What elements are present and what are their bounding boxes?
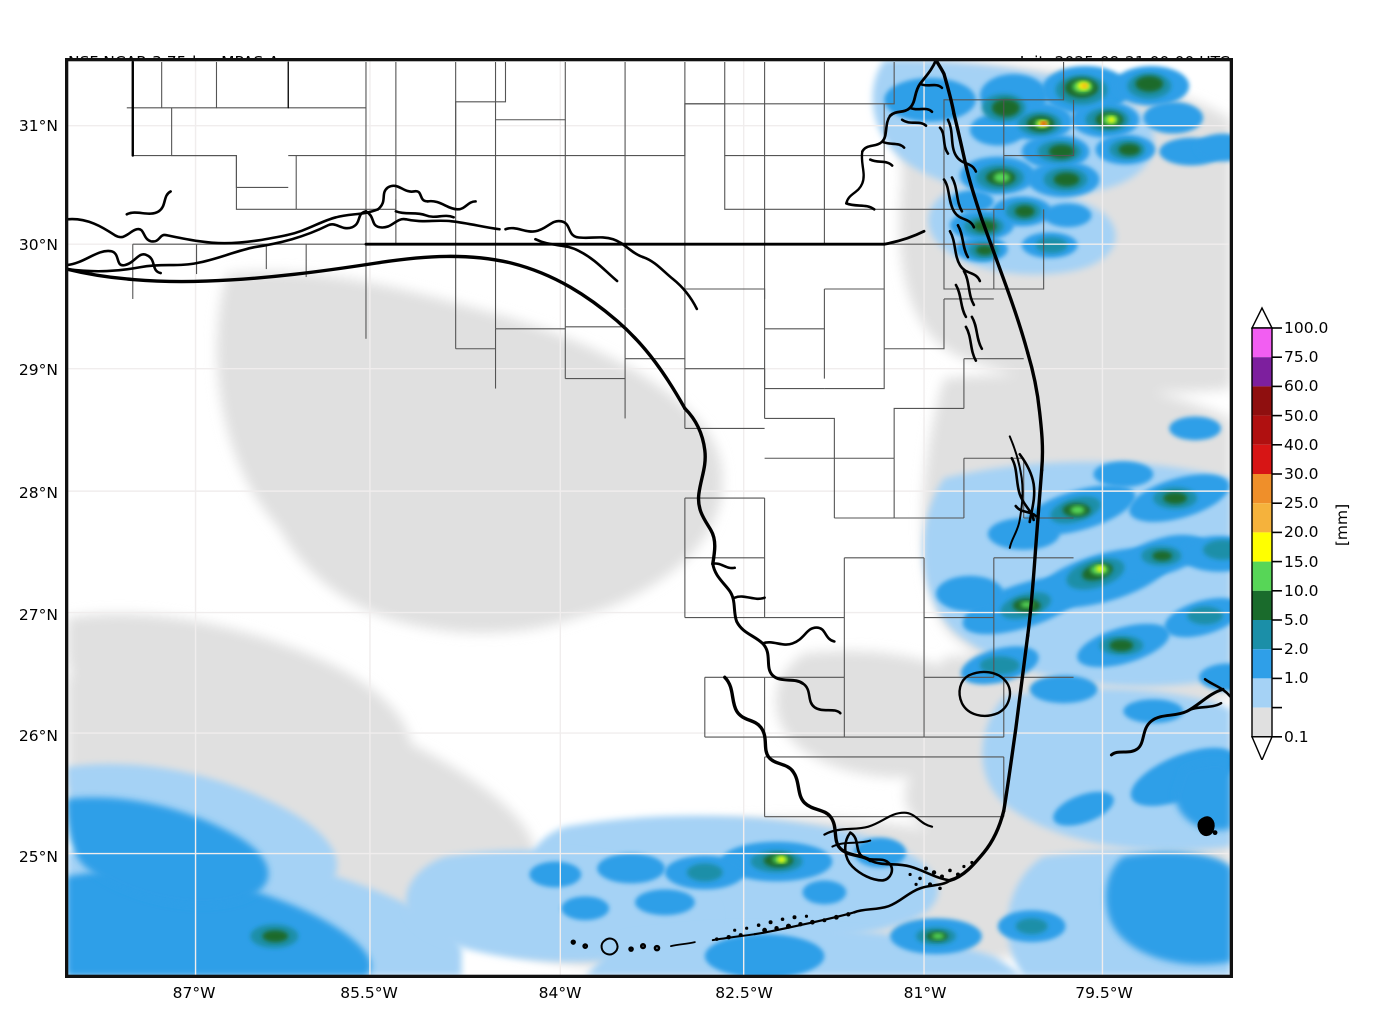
colorbar-tick-15: 15.0 [1284,553,1319,571]
colorbar-tick-50: 50.0 [1284,407,1319,425]
ytick-label-26n: 26°N [18,727,58,745]
colorbar-extend-min [1250,736,1274,760]
colorbar-unit-label: [mm] [1333,503,1351,547]
ytick-label-25n: 25°N [18,848,58,866]
map-layers [67,60,1231,976]
xtick-label-87w: 87°W [172,984,216,1002]
colorbar-tick-0.1: 0.1 [1284,728,1309,746]
xtick-label-82_5w: 82.5°W [715,984,773,1002]
colorbar-tick-10: 10.0 [1284,582,1319,600]
colorbar-tick-40: 40.0 [1284,436,1319,454]
xtick-label-84w: 84°W [538,984,582,1002]
ytick-label-30n: 30°N [18,236,58,254]
ytick-label-27n: 27°N [18,606,58,624]
colorbar-extend-max [1250,306,1274,329]
colorbar[interactable]: 100.0 75.0 60.0 50.0 40.0 30.0 25.0 20.0… [1248,290,1378,760]
xtick-label-79_5w: 79.5°W [1075,984,1133,1002]
colorbar-tick-100: 100.0 [1284,319,1329,337]
xtick-label-85_5w: 85.5°W [340,984,398,1002]
colorbar-tick-20: 20.0 [1284,523,1319,541]
ytick-label-29n: 29°N [18,361,58,379]
colorbar-graphic [1250,306,1282,760]
map-canvas [67,60,1231,976]
coastline [67,60,1231,956]
colorbar-ticks [1272,327,1282,738]
colorbar-bands [1252,328,1272,737]
colorbar-tick-60: 60.0 [1284,377,1319,395]
colorbar-tick-1: 1.0 [1284,669,1309,687]
precipitation-map[interactable] [65,58,1233,978]
colorbar-tick-30: 30.0 [1284,465,1319,483]
colorbar-tick-25: 25.0 [1284,494,1319,512]
precip-band-40mm [1041,122,1047,126]
colorbar-tick-75: 75.0 [1284,348,1319,366]
ytick-label-28n: 28°N [18,484,58,502]
ytick-label-31n: 31°N [18,117,58,135]
colorbar-tick-5: 5.0 [1284,611,1309,629]
colorbar-tick-2: 2.0 [1284,640,1309,658]
map-frame-border [67,60,1231,976]
xtick-label-81w: 81°W [903,984,947,1002]
county-boundaries [126,61,1075,818]
